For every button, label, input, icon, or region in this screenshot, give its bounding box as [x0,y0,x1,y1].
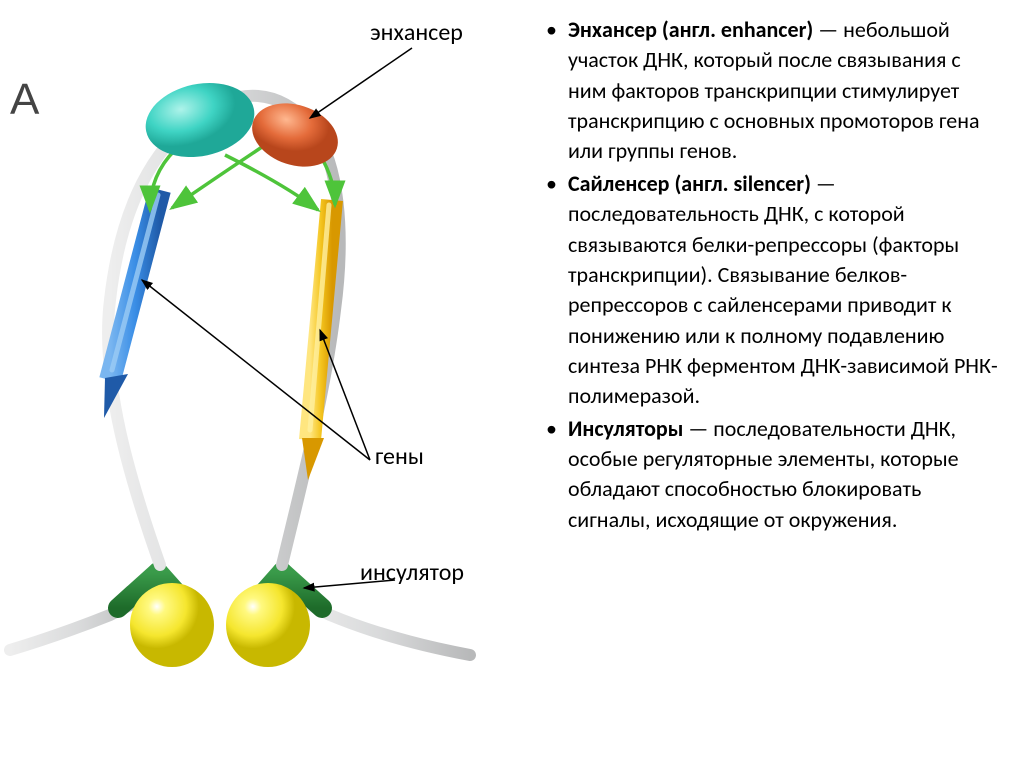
label-enhancer: энхансер [370,18,463,47]
label-genes: гены [375,442,424,471]
definitions-list: Энхансер (англ. enhancer) — небольшой уч… [540,15,1004,535]
term: Энхансер (англ. enhancer) [568,16,813,43]
diagram-panel: A [0,0,540,767]
definition-text: — последовательность ДНК, с которой связ… [568,170,998,410]
definition-item: Сайленсер (англ. silencer) — последовате… [568,169,1004,412]
term: Инсуляторы [568,415,683,442]
definition-item: Энхансер (англ. enhancer) — небольшой уч… [568,15,1004,167]
term: Сайленсер (англ. silencer) [568,170,811,197]
label-insulator: инсулятор [360,558,464,587]
dna-loop-diagram [0,0,540,767]
definition-item: Инсуляторы — последовательности ДНК, осо… [568,414,1004,535]
definitions-panel: Энхансер (англ. enhancer) — небольшой уч… [540,0,1024,767]
